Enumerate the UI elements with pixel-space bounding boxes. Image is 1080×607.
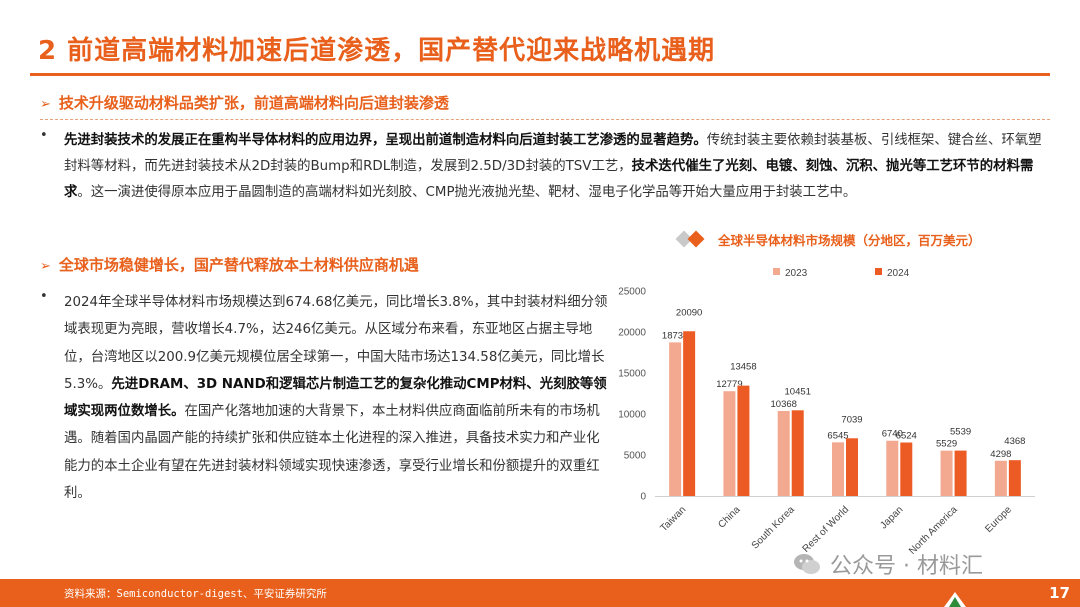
- y-tick-label: 25000: [618, 287, 646, 298]
- watermark-text: 公众号 · 材料汇: [830, 554, 983, 579]
- bar-2023: [994, 460, 1007, 496]
- bar-2023: [940, 450, 953, 496]
- bar-2023: [832, 442, 844, 496]
- x-tick-label: China: [716, 504, 743, 531]
- bar-2024: [737, 385, 750, 496]
- arrow-bullet-icon: ➢: [40, 259, 51, 274]
- data-label: 10451: [785, 386, 811, 397]
- chart-title: 全球半导体材料市场规模（分地区，百万美元）: [675, 228, 1016, 250]
- bar-2023: [669, 342, 682, 496]
- data-label: 7039: [841, 414, 862, 425]
- bar-2024: [683, 331, 696, 496]
- paragraph-segment: 技术迭代催生了光刻、电镀、刻蚀、沉积、抛光等工艺环节的材料需求: [64, 159, 1034, 200]
- bar-2024: [900, 442, 913, 496]
- paragraph-segment: 先进封装技术的发展正在重构半导体材料的应用边界，呈现出前道制造材料向后道封装工艺…: [64, 133, 707, 148]
- paragraph-market-growth: 2024年全球半导体材料市场规模达到674.68亿美元，同比增长3.8%，其中封…: [64, 289, 609, 507]
- bullet-marker: •: [40, 289, 48, 304]
- footer-bar: [0, 579, 1080, 607]
- data-label: 5529: [936, 439, 957, 450]
- footer-source: 资料来源：Semiconductor-digest、平安证券研究所: [64, 588, 327, 600]
- data-label: 18734: [662, 330, 688, 341]
- data-label: 4368: [1004, 436, 1025, 447]
- paragraph-segment: 先进DRAM、3D NAND和逻辑芯片制造工艺的复杂化推动CMP材料、光刻胶等领…: [64, 376, 607, 420]
- section-heading-tech-upgrade: ➢ 技术升级驱动材料品类扩张，前道高端材料向后道封装渗透: [40, 92, 449, 113]
- paragraph-segment: 2024年全球半导体材料市场规模达到674.68亿美元，同比增长3.8%，其中封…: [64, 295, 608, 392]
- bar-2023: [777, 410, 790, 496]
- data-label: 6740: [882, 429, 903, 440]
- data-label: 6545: [827, 430, 848, 441]
- x-tick-label: Europe: [983, 504, 1014, 535]
- data-label: 4298: [990, 449, 1011, 460]
- bar-2024: [1008, 460, 1021, 496]
- bar-2023: [723, 391, 736, 496]
- y-tick-label: 10000: [618, 410, 646, 421]
- title-underline: [30, 73, 1050, 76]
- wechat-icon: [794, 554, 820, 574]
- y-tick-label: 0: [640, 492, 646, 503]
- bar-chart: 2023 2024 0 5000 10000 15000 20000 25000 18734 20…: [618, 268, 1035, 557]
- paragraph-tech-upgrade: 先进封装技术的发展正在重构半导体材料的应用边界，呈现出前道制造材料向后道封装工艺…: [64, 128, 1049, 206]
- section-heading-text: 全球市场稳健增长，国产替代释放本土材料供应商机遇: [58, 256, 419, 274]
- page-title: 2 前道高端材料加速后道渗透，国产替代迎来战略机遇期: [38, 36, 716, 66]
- section-heading-text: 技术升级驱动材料品类扩张，前道高端材料向后道封装渗透: [58, 94, 449, 112]
- legend-swatch: [773, 268, 780, 275]
- logo-icon: [944, 592, 966, 607]
- bar-2024: [846, 438, 858, 496]
- bar-2024: [954, 450, 967, 496]
- y-tick-label: 15000: [618, 369, 646, 380]
- data-label: 20090: [676, 307, 702, 318]
- data-label: 12779: [716, 379, 742, 390]
- data-label: 13458: [730, 362, 756, 373]
- paragraph-segment: 在国产化落地加速的大背景下，本土材料供应商面临前所未有的市场机遇。随着国内晶圆产…: [64, 404, 600, 502]
- data-label: 10368: [771, 399, 797, 410]
- bar-2024: [791, 410, 804, 496]
- section-divider: [40, 119, 1050, 120]
- data-label: 5539: [950, 427, 971, 438]
- page-number: 17: [1049, 584, 1070, 602]
- arrow-bullet-icon: ➢: [40, 97, 51, 112]
- x-tick-label: Japan: [878, 504, 905, 531]
- diamond-icon: [675, 230, 712, 248]
- y-tick-label: 20000: [618, 328, 646, 339]
- legend-label: 2024: [887, 268, 910, 279]
- bar-2023: [886, 440, 899, 496]
- chart-title-text: 全球半导体材料市场规模（分地区，百万美元）: [718, 232, 981, 248]
- section-heading-market-growth: ➢ 全球市场稳健增长，国产替代释放本土材料供应商机遇: [40, 254, 419, 275]
- watermark: 公众号 · 材料汇: [792, 548, 983, 580]
- y-tick-label: 5000: [624, 451, 647, 462]
- paragraph-segment: 传统封装主要依赖封装基板、引线框架、键合丝、环氧塑封料等材料，而先进封装技术从2…: [64, 133, 1042, 174]
- legend-label: 2023: [785, 268, 808, 279]
- x-tick-label: Taiwan: [658, 504, 688, 534]
- x-tick-label: South Korea: [750, 504, 797, 551]
- bullet-marker: •: [40, 128, 48, 143]
- data-label: 6524: [896, 431, 917, 442]
- legend-swatch: [875, 268, 882, 275]
- paragraph-segment: 。这一演进使得原本应用于晶圆制造的高端材料如光刻胶、CMP抛光液抛光垫、靶材、湿…: [77, 185, 857, 200]
